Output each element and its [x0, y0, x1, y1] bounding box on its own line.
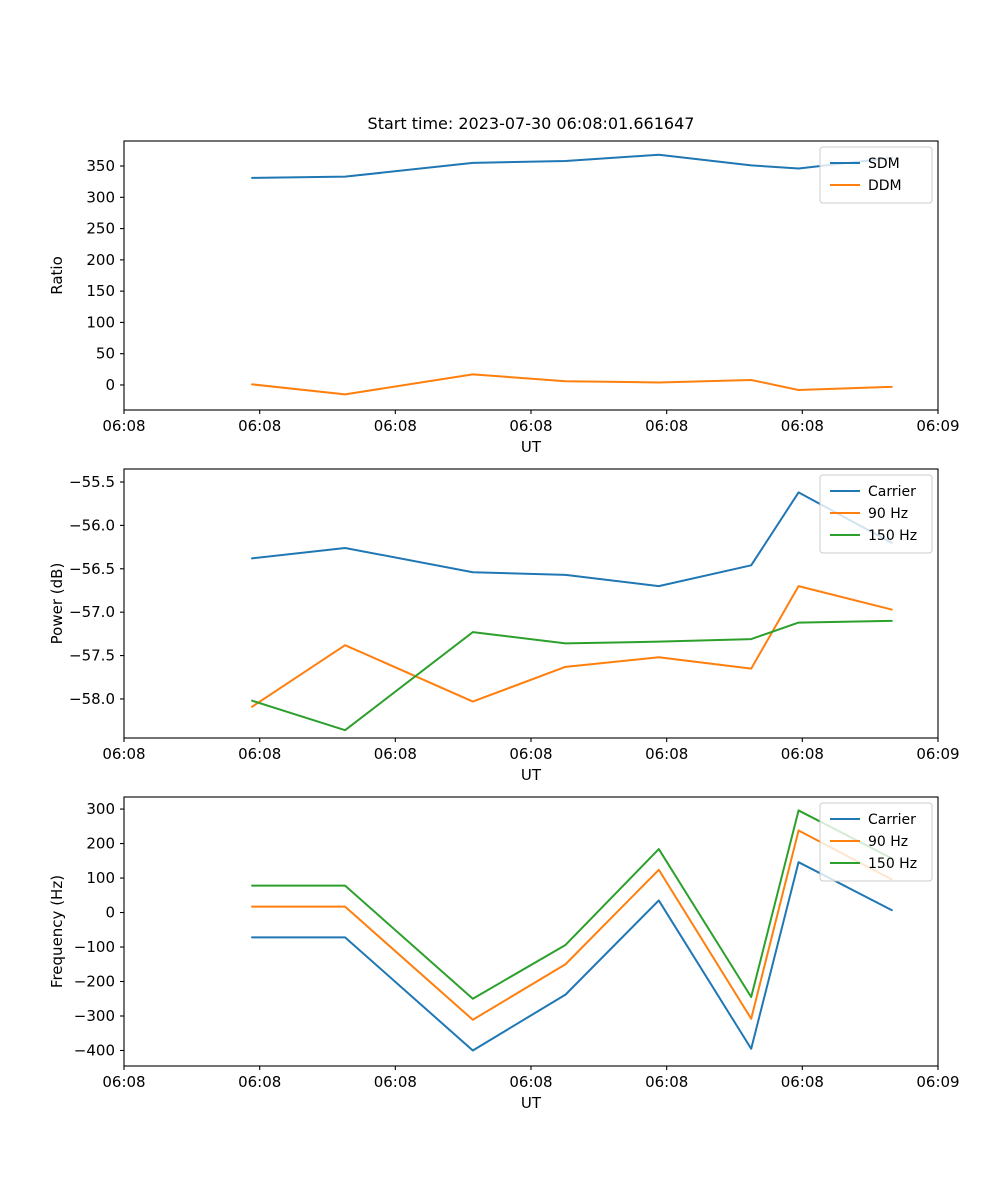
x-tick-label: 06:08: [102, 745, 145, 763]
y-tick-label: 350: [86, 157, 115, 175]
legend-label-90-hz: 90 Hz: [868, 506, 908, 522]
x-axis-label: UT: [521, 1094, 542, 1112]
legend-label-ddm: DDM: [868, 178, 902, 194]
x-tick-label: 06:08: [374, 417, 417, 435]
legend-label-150-hz: 150 Hz: [868, 528, 917, 544]
series-line-ddm: [251, 373, 893, 396]
x-tick-label: 06:08: [509, 417, 552, 435]
x-tick-label: 06:08: [102, 417, 145, 435]
axes-frame: [123, 140, 939, 411]
x-tick-label: 06:09: [916, 1073, 959, 1091]
y-tick-label: −57.0: [69, 603, 115, 621]
series-line-150-hz: [251, 809, 893, 1000]
x-axis-label: UT: [521, 766, 542, 784]
y-tick-label: 150: [86, 282, 115, 300]
series-line-90-hz: [251, 585, 893, 708]
legend-box: [819, 474, 933, 554]
legend-box: [819, 146, 933, 204]
x-tick-label: 06:08: [781, 1073, 824, 1091]
legend-box: [819, 802, 933, 882]
x-tick-label: 06:08: [781, 417, 824, 435]
x-tick-label: 06:08: [645, 417, 688, 435]
x-tick-label: 06:09: [916, 417, 959, 435]
y-tick-label: −57.5: [69, 647, 115, 665]
x-tick-label: 06:08: [509, 745, 552, 763]
y-tick-label: 250: [86, 220, 115, 238]
chart-title: Start time: 2023-07-30 06:08:01.661647: [368, 114, 695, 133]
y-axis-label: Power (dB): [48, 563, 66, 645]
y-tick-label: −300: [74, 1007, 115, 1025]
series-line-carrier: [251, 861, 893, 1052]
x-tick-label: 06:08: [374, 1073, 417, 1091]
y-tick-label: −56.0: [69, 516, 115, 534]
y-tick-label: 300: [86, 800, 115, 818]
x-tick-label: 06:08: [238, 745, 281, 763]
legend-label-carrier: Carrier: [868, 812, 916, 828]
panel-frequency-panel: 06:08 06:08 06:08 06:08 06:08 06:08 06:09 UT −40…: [48, 796, 960, 1112]
x-tick-label: 06:08: [374, 745, 417, 763]
x-tick-label: 06:08: [509, 1073, 552, 1091]
panel-power-panel: 06:08 06:08 06:08 06:08 06:08 06:08 06:09 UT −58…: [48, 468, 960, 784]
legend-label-sdm: SDM: [868, 156, 900, 172]
legend-label-150-hz: 150 Hz: [868, 856, 917, 872]
legend: SDM DDM: [819, 146, 933, 204]
x-tick-label: 06:08: [645, 1073, 688, 1091]
y-tick-label: 50: [96, 345, 115, 363]
axes-frame: [123, 796, 939, 1067]
x-tick-label: 06:08: [781, 745, 824, 763]
x-tick-label: 06:08: [102, 1073, 145, 1091]
y-tick-label: 200: [86, 835, 115, 853]
legend-label-90-hz: 90 Hz: [868, 834, 908, 850]
x-tick-label: 06:09: [916, 745, 959, 763]
y-tick-label: 100: [86, 869, 115, 887]
y-tick-label: −56.5: [69, 560, 115, 578]
y-tick-label: 300: [86, 188, 115, 206]
x-tick-label: 06:08: [238, 417, 281, 435]
axes-frame: [123, 468, 939, 739]
x-tick-label: 06:08: [645, 745, 688, 763]
y-tick-label: 200: [86, 251, 115, 269]
panel-ratio-panel: Start time: 2023-07-30 06:08:01.661647 06…: [48, 114, 960, 456]
series-line-sdm: [251, 153, 893, 179]
legend-label-carrier: Carrier: [868, 484, 916, 500]
legend: Carrier 90 Hz 150 Hz: [819, 474, 933, 554]
x-axis-label: UT: [521, 438, 542, 456]
y-axis-label: Ratio: [48, 256, 66, 295]
legend: Carrier 90 Hz 150 Hz: [819, 802, 933, 882]
series-line-carrier: [251, 491, 893, 588]
y-axis-label: Frequency (Hz): [48, 875, 66, 988]
y-tick-label: 0: [105, 376, 115, 394]
y-tick-label: −100: [74, 938, 115, 956]
series-line-150-hz: [251, 619, 893, 732]
y-tick-label: −55.5: [69, 473, 115, 491]
x-tick-label: 06:08: [238, 1073, 281, 1091]
y-tick-label: −400: [74, 1041, 115, 1059]
y-tick-label: 100: [86, 313, 115, 331]
y-tick-label: 0: [105, 904, 115, 922]
y-tick-label: −200: [74, 973, 115, 991]
series-line-90-hz: [251, 829, 893, 1021]
y-tick-label: −58.0: [69, 690, 115, 708]
